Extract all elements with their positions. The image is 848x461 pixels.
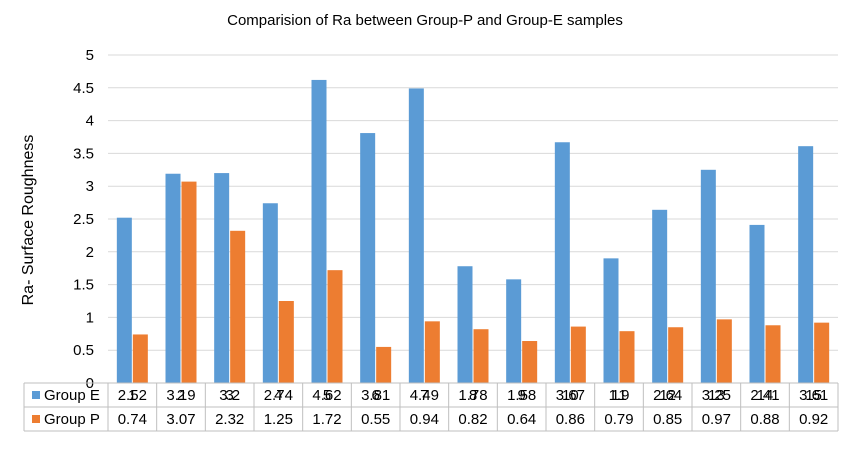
y-axis-label: Ra- Surface Roughness xyxy=(20,135,37,306)
table-cell: 3.25 xyxy=(702,387,731,404)
table-cell: 0.97 xyxy=(702,411,731,428)
bar-group-p-3 xyxy=(230,230,246,383)
table-cell: 1.72 xyxy=(312,411,341,428)
bar-group-e-4 xyxy=(262,203,278,383)
table-cell: 3.81 xyxy=(361,387,390,404)
y-tick-label: 3.5 xyxy=(73,145,94,162)
x-tick-label: 5 xyxy=(323,387,331,404)
table-cell: 2.32 xyxy=(215,411,244,428)
x-tick-label: 2 xyxy=(177,387,185,404)
table-cell: 0.92 xyxy=(799,411,828,428)
bar-group-e-10 xyxy=(554,142,570,383)
table-cell: 3.07 xyxy=(166,411,195,428)
bar-group-e-8 xyxy=(457,266,473,383)
table-cell: 3.2 xyxy=(219,387,240,404)
bar-group-p-10 xyxy=(570,326,586,383)
bar-group-e-1 xyxy=(116,217,132,383)
bar-group-p-7 xyxy=(424,321,440,383)
legend-label-group-e: Group E xyxy=(44,387,100,404)
y-tick-label: 2 xyxy=(86,244,94,261)
bar-group-e-7 xyxy=(408,88,424,384)
x-tick-label: 7 xyxy=(420,387,428,404)
table-cell: 0.85 xyxy=(653,411,682,428)
table-cell: 0.94 xyxy=(410,411,439,428)
bar-group-e-5 xyxy=(311,79,327,383)
bar-group-e-2 xyxy=(165,173,181,383)
legend-label-group-p: Group P xyxy=(44,411,100,428)
table-cell: 1.78 xyxy=(458,387,487,404)
y-tick-label: 2.5 xyxy=(73,211,94,228)
x-tick-label: 14 xyxy=(757,387,774,404)
bar-group-e-14 xyxy=(749,224,765,383)
table-cell: 4.62 xyxy=(312,387,341,404)
bar-group-p-11 xyxy=(619,331,635,383)
bar-group-e-6 xyxy=(360,133,376,383)
bar-group-p-8 xyxy=(473,329,489,383)
table-cell: 1.58 xyxy=(507,387,536,404)
table-cell: 0.86 xyxy=(556,411,585,428)
chart-title: Comparision of Ra between Group-P and Gr… xyxy=(227,12,623,29)
x-tick-label: 6 xyxy=(371,387,379,404)
x-tick-label: 3 xyxy=(225,387,233,404)
bar-group-p-4 xyxy=(278,301,294,383)
y-tick-label: 0.5 xyxy=(73,342,94,359)
y-tick-label: 1 xyxy=(86,309,94,326)
bar-group-e-9 xyxy=(506,279,522,383)
table-cell: 4.49 xyxy=(410,387,439,404)
bar-group-p-14 xyxy=(765,325,781,383)
table-cell: 3.67 xyxy=(556,387,585,404)
y-tick-label: 5 xyxy=(86,47,94,64)
table-cell: 0.88 xyxy=(750,411,779,428)
table-cell: 2.74 xyxy=(264,387,293,404)
table-cell: 1.9 xyxy=(609,387,630,404)
bar-group-p-1 xyxy=(132,334,148,383)
x-tick-label: 4 xyxy=(274,387,282,404)
table-cell: 0.82 xyxy=(458,411,487,428)
x-tick-label: 10 xyxy=(562,387,579,404)
bar-group-p-15 xyxy=(814,322,830,383)
table-cell: 3.61 xyxy=(799,387,828,404)
bar-group-p-9 xyxy=(522,341,538,383)
bar-group-e-13 xyxy=(700,169,716,383)
bar-group-e-15 xyxy=(798,146,814,383)
table-cell: 2.64 xyxy=(653,387,682,404)
bars xyxy=(116,79,830,384)
table-cell: 0.64 xyxy=(507,411,536,428)
bar-group-e-3 xyxy=(214,173,230,383)
legend-swatch-group-e xyxy=(32,391,40,399)
x-tick-label: 9 xyxy=(517,387,525,404)
table-cell: 0.74 xyxy=(118,411,147,428)
bar-group-e-12 xyxy=(652,209,668,383)
bar-group-p-6 xyxy=(376,346,392,383)
bar-group-p-13 xyxy=(716,319,732,383)
table-cell: 1.25 xyxy=(264,411,293,428)
x-tick-label: 8 xyxy=(469,387,477,404)
x-tick-label: 1 xyxy=(128,387,136,404)
x-tick-label: 12 xyxy=(659,387,676,404)
x-tick-label: 11 xyxy=(611,387,627,404)
bar-group-p-5 xyxy=(327,270,343,383)
table-cell: 2.52 xyxy=(118,387,147,404)
legend-swatch-group-p xyxy=(32,415,40,423)
y-tick-label: 3 xyxy=(86,178,94,195)
bar-group-p-2 xyxy=(181,181,197,383)
y-tick-label: 1.5 xyxy=(73,277,94,294)
y-tick-label: 4.5 xyxy=(73,80,94,97)
table-cell: 0.79 xyxy=(604,411,633,428)
gridlines xyxy=(108,54,838,351)
bar-group-p-12 xyxy=(668,327,684,383)
y-tick-label: 4 xyxy=(86,113,94,130)
x-tick-label: 15 xyxy=(805,387,822,404)
bar-group-e-11 xyxy=(603,258,619,383)
y-tick-labels: 00.511.522.533.544.55 xyxy=(73,47,94,392)
table-cell: 0.55 xyxy=(361,411,390,428)
table-cell: 3.19 xyxy=(166,387,195,404)
x-tick-label: 13 xyxy=(708,387,725,404)
table-cell: 2.41 xyxy=(750,387,779,404)
